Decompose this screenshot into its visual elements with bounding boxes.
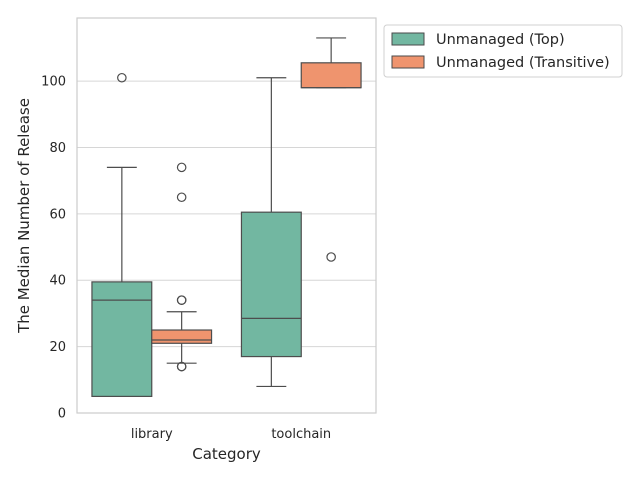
- box-library-unmanaged-transitive-outlier-1: [176, 361, 187, 372]
- y-tick-label-0: 0: [58, 407, 66, 422]
- box-toolchain-unmanaged-transitive-outlier-0: [326, 252, 336, 262]
- x-axis-label: Category: [192, 445, 261, 463]
- box-library-unmanaged-transitive-outlier-5: [176, 162, 187, 173]
- box-library-unmanaged-transitive: [151, 162, 213, 372]
- box-library-unmanaged-transitive-iqr: [151, 329, 213, 344]
- y-tick-label-100: 100: [41, 75, 66, 90]
- boxes: [91, 37, 362, 398]
- plot-frame: [76, 17, 377, 414]
- box-toolchain-unmanaged-top-iqr: [240, 211, 302, 358]
- legend: Unmanaged (Top) Unmanaged (Transitive): [383, 24, 623, 78]
- box-library-unmanaged-top-iqr: [91, 281, 153, 398]
- legend-frame: [383, 24, 623, 78]
- legend-label-unmanaged-top: Unmanaged (Top): [436, 32, 565, 48]
- x-tick-label-library: library: [131, 427, 173, 442]
- y-tick-label-40: 40: [49, 274, 66, 289]
- box-toolchain-unmanaged-top: [240, 77, 302, 388]
- box-library-unmanaged-transitive-outlier-3: [176, 295, 187, 305]
- x-tick-label-toolchain: toolchain: [271, 427, 331, 442]
- box-library-unmanaged-top-outlier-0: [117, 72, 127, 83]
- box-library-unmanaged-transitive-outlier-4: [176, 192, 187, 203]
- box-toolchain-unmanaged-transitive-iqr: [300, 62, 362, 89]
- y-tick-label-60: 60: [49, 207, 66, 222]
- legend-label-unmanaged-transitive: Unmanaged (Transitive): [436, 55, 610, 71]
- y-axis-label: The Median Number of Release: [15, 98, 33, 334]
- y-tick-label-20: 20: [49, 340, 66, 355]
- box-library-unmanaged-top: [91, 72, 153, 398]
- legend-swatch-unmanaged-top: [391, 32, 425, 46]
- box-toolchain-unmanaged-transitive: [300, 37, 362, 262]
- legend-swatch-unmanaged-transitive: [391, 55, 425, 69]
- tick-labels: 0 20 40 60 80 100 library toolchain: [41, 75, 331, 442]
- y-tick-label-80: 80: [49, 141, 66, 156]
